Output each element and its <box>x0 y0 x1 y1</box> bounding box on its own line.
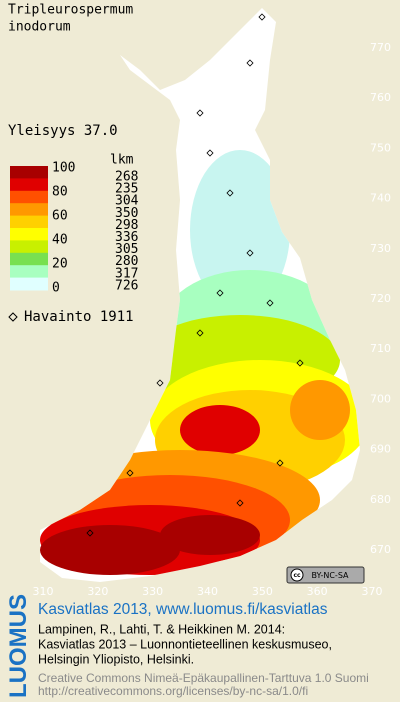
legend-swatch <box>10 240 48 254</box>
legend-swatch <box>10 215 48 229</box>
easting-tick: 320 <box>87 585 108 598</box>
legend-count: 298 <box>115 218 138 233</box>
legend-swatch <box>10 203 48 217</box>
legend-scale-label: 20 <box>52 257 68 272</box>
legend-swatch <box>10 190 48 204</box>
legend-count: 280 <box>115 254 138 269</box>
license-badge-text: BY-NC-SA <box>311 571 349 580</box>
legend-swatch <box>10 166 48 179</box>
northing-tick: 670 <box>370 543 391 556</box>
legend-swatch <box>10 265 48 279</box>
legend-swatch <box>10 178 48 192</box>
legend-swatch <box>10 228 48 241</box>
northing-tick: 770 <box>370 41 391 54</box>
frequency: Yleisyys 37.0 <box>8 123 118 139</box>
easting-tick: 360 <box>307 585 328 598</box>
northing-tick: 690 <box>370 443 391 456</box>
legend-count: 317 <box>115 266 138 281</box>
grid-ticks: 770 760 750 740 730 720 710 700 690 680 670 310 320 3… <box>33 41 392 598</box>
legend-count: 336 <box>115 230 138 245</box>
observation-markers <box>86 13 304 537</box>
northing-tick: 760 <box>370 91 391 104</box>
license: Creative Commons Nimeä-Epäkaupallinen-Ta… <box>38 671 369 685</box>
species-name: Tripleurospermum <box>8 3 133 18</box>
count-header: lkm <box>110 153 134 168</box>
legend-count: 268 <box>115 170 138 185</box>
northing-tick: 740 <box>370 192 391 205</box>
legend: 100 80 60 40 20 0 2682353043502983363052803177… <box>10 161 139 296</box>
legend-count: 304 <box>115 194 139 209</box>
easting-tick: 340 <box>197 585 218 598</box>
legend-scale-label: 60 <box>52 209 68 224</box>
legend-scale-label: 80 <box>52 185 68 200</box>
observation-count: Havainto 1911 <box>24 309 134 325</box>
legend-count: 350 <box>115 206 138 221</box>
easting-tick: 310 <box>33 585 54 598</box>
citation: Helsingin Yliopisto, Helsinki. <box>38 652 194 666</box>
northing-tick: 750 <box>370 141 391 154</box>
legend-swatch <box>10 252 48 266</box>
northing-tick: 720 <box>370 292 391 305</box>
legend-count: 726 <box>115 278 138 293</box>
species-name: inodorum <box>8 20 71 35</box>
license: http://creativecommons.org/licenses/by-n… <box>38 684 308 698</box>
legend-swatch <box>10 277 48 291</box>
northing-tick: 710 <box>370 342 391 355</box>
license-badge: cc BY-NC-SA <box>286 566 365 584</box>
legend-count: 305 <box>115 242 138 257</box>
northing-tick: 680 <box>370 493 391 506</box>
citation: Lampinen, R., Lahti, T. & Heikkinen M. 2… <box>38 622 285 636</box>
legend-scale-label: 0 <box>52 281 60 296</box>
northing-tick: 700 <box>370 392 391 405</box>
svg-text:cc: cc <box>293 572 301 579</box>
citation: Kasviatlas 2013 – Luonnontieteellinen ke… <box>38 637 332 651</box>
footer-headline: Kasviatlas 2013, www.luomus.fi/kasviatla… <box>38 601 328 618</box>
easting-tick: 370 <box>362 585 383 598</box>
easting-tick: 350 <box>252 585 273 598</box>
easting-tick: 330 <box>142 585 163 598</box>
legend-count: 235 <box>115 182 138 197</box>
legend-scale-label: 40 <box>52 233 68 248</box>
northing-tick: 730 <box>370 242 391 255</box>
legend-scale-label: 100 <box>52 161 75 176</box>
brand: LUOMUS <box>5 594 32 698</box>
observation-icon <box>8 312 18 322</box>
